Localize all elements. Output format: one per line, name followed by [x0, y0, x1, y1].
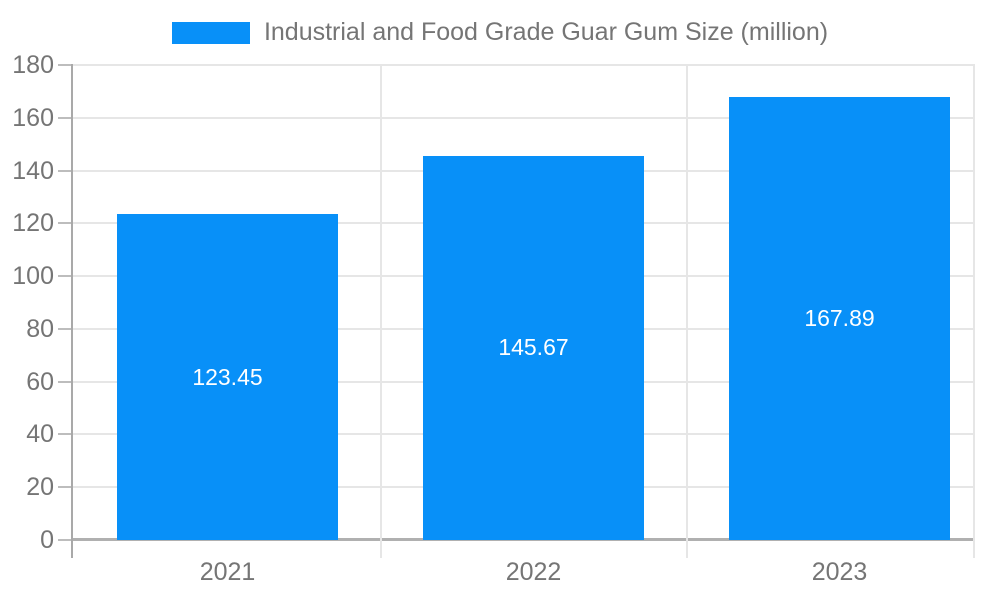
y-tick-label: 0	[40, 526, 54, 554]
y-tick-mark	[58, 222, 72, 225]
v-gridline	[685, 65, 688, 558]
bar-2021[interactable]: 123.45	[117, 214, 338, 540]
h-gridline	[73, 116, 975, 119]
y-tick-label: 20	[26, 473, 54, 502]
plot-area: 123.45 145.67 167.89	[73, 64, 975, 558]
v-gridline	[973, 65, 975, 558]
y-tick-mark	[58, 539, 72, 541]
y-tick-label: 180	[12, 51, 54, 79]
x-tick-label: 2022	[505, 558, 562, 586]
bar-value-label: 145.67	[498, 334, 569, 361]
legend-label: Industrial and Food Grade Guar Gum Size …	[263, 18, 829, 46]
legend-swatch-icon	[171, 21, 250, 44]
x-tick-label: 2023	[811, 558, 868, 586]
y-tick-mark	[58, 169, 72, 172]
y-tick-mark	[58, 380, 72, 383]
y-tick-mark	[58, 433, 72, 436]
x-axis-labels: 2021 2022 2023	[73, 558, 975, 590]
v-gridline	[379, 65, 382, 558]
y-tick-label: 100	[12, 262, 54, 291]
bar-value-label: 167.89	[804, 304, 875, 331]
y-tick-label: 80	[26, 314, 54, 343]
y-axis-ticks	[58, 64, 72, 541]
bar-value-label: 123.45	[192, 363, 263, 390]
y-tick-label: 140	[12, 156, 54, 185]
bar-2023[interactable]: 167.89	[729, 96, 950, 540]
y-tick-label: 160	[12, 103, 54, 132]
y-axis-line	[71, 64, 73, 558]
y-tick-label: 120	[12, 209, 54, 238]
y-tick-mark	[58, 327, 72, 330]
bar-2022[interactable]: 145.67	[423, 155, 644, 540]
y-tick-label: 60	[26, 367, 54, 396]
x-tick-label: 2021	[199, 558, 256, 586]
y-tick-mark	[58, 64, 72, 66]
y-axis-labels: 0 20 40 60 80 100 120 140 160 180	[0, 51, 56, 554]
y-tick-mark	[58, 275, 72, 278]
chart-legend[interactable]: Industrial and Food Grade Guar Gum Size …	[0, 18, 1000, 47]
y-tick-label: 40	[26, 420, 54, 449]
y-tick-mark	[58, 116, 72, 119]
y-tick-mark	[58, 486, 72, 489]
h-gridline	[73, 64, 975, 66]
